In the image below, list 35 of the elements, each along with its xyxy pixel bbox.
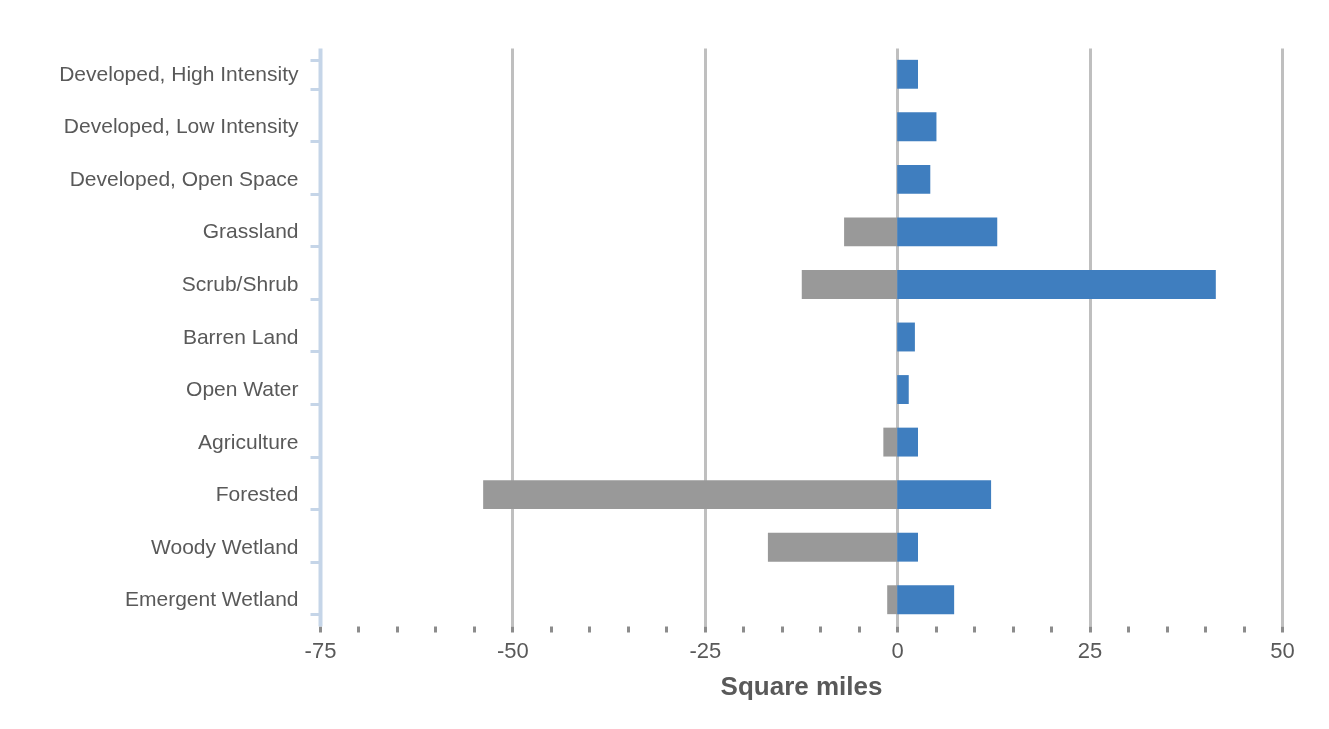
bar (897, 585, 955, 615)
bar (897, 112, 937, 142)
bar (897, 427, 918, 457)
x-tick-label: 0 (891, 637, 904, 663)
bar (897, 270, 1216, 299)
y-tick-label: Grassland (202, 219, 299, 243)
bar (897, 532, 918, 562)
y-tick-label: Agriculture (198, 429, 299, 453)
bar (897, 480, 992, 510)
bar (887, 585, 898, 615)
x-tick-label: 50 (1270, 637, 1295, 663)
bar (897, 217, 998, 247)
y-tick-label: Developed, High Intensity (59, 61, 299, 85)
bar (897, 59, 918, 89)
y-tick-label: Developed, Open Space (69, 166, 299, 190)
x-tick-label: -25 (689, 637, 722, 663)
y-tick-label: Scrub/Shrub (181, 271, 299, 295)
y-tick-label: Forested (215, 482, 299, 506)
bar (897, 164, 931, 194)
y-tick-label: Open Water (186, 377, 299, 401)
x-tick-label: -75 (304, 637, 337, 663)
bar (897, 322, 915, 352)
bar (801, 270, 898, 299)
x-tick-label: -50 (497, 637, 529, 663)
y-tick-label: Barren Land (182, 324, 299, 348)
x-tick-label: 25 (1077, 637, 1103, 663)
bar (897, 375, 909, 404)
bar (483, 480, 898, 510)
y-tick-label: Emergent Wetland (124, 587, 299, 611)
x-axis-title: Square miles (720, 670, 883, 701)
bar (844, 217, 898, 247)
y-tick-label: Developed, Low Intensity (63, 114, 299, 138)
bar (883, 427, 898, 457)
y-tick-label: Woody Wetland (151, 534, 299, 558)
bar (767, 532, 898, 562)
